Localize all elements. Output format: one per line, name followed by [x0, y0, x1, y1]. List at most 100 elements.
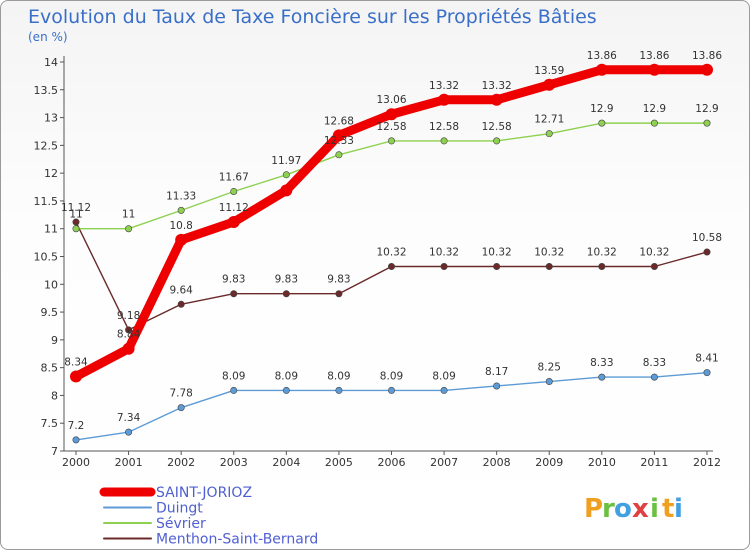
logo-letter: r: [602, 494, 615, 524]
data-point: [648, 63, 661, 76]
data-point: [440, 263, 448, 271]
data-label: 12.33: [324, 135, 354, 147]
data-label: 9.64: [169, 284, 193, 296]
data-point: [230, 386, 238, 394]
data-point: [545, 378, 553, 386]
data-point: [227, 216, 240, 229]
data-label: 10.32: [534, 247, 564, 259]
y-tick-label: 7: [51, 445, 58, 458]
data-point: [703, 248, 711, 256]
series-lines: [70, 63, 713, 444]
data-label: 13.32: [429, 80, 459, 92]
data-point: [595, 63, 608, 76]
data-point: [438, 93, 451, 106]
data-point: [387, 263, 395, 271]
data-label: 12.9: [695, 103, 718, 115]
data-label: 13.86: [692, 50, 722, 62]
legend-label: Sévrier: [156, 516, 206, 532]
data-label: 10.32: [587, 247, 617, 259]
y-tick-label: 9.5: [41, 306, 59, 319]
data-label: 10.32: [482, 247, 512, 259]
data-point: [125, 428, 133, 436]
legend: SAINT-JORIOZDuingtSévrierMenthon-Saint-B…: [99, 485, 318, 548]
data-point: [493, 137, 501, 145]
data-point: [282, 171, 290, 179]
legend-label: Duingt: [156, 501, 203, 517]
data-point: [598, 373, 606, 381]
data-point: [598, 119, 606, 127]
y-tick-label: 8: [51, 389, 58, 402]
data-label: 11.33: [166, 190, 196, 202]
data-label: 11.12: [219, 202, 249, 214]
y-tick-label: 9: [51, 334, 58, 347]
logo-letter: P: [584, 494, 603, 524]
data-point: [543, 78, 556, 91]
data-label: 8.84: [117, 329, 141, 341]
data-point: [70, 370, 82, 383]
data-label: 8.09: [275, 370, 298, 382]
x-tick-label: 2006: [378, 456, 406, 469]
y-tick-label: 7.5: [41, 417, 59, 430]
data-label: 7.2: [68, 420, 85, 432]
data-label: 12.68: [324, 115, 354, 127]
logo-letter: o: [614, 494, 632, 524]
data-label: 7.34: [117, 412, 141, 424]
x-tick-label: 2012: [693, 456, 721, 469]
y-tick-label: 10.5: [34, 251, 59, 264]
data-label: 8.09: [222, 370, 245, 382]
series-line-1: [75, 371, 708, 441]
proxiti-logo: Pr o x i t i: [584, 494, 683, 524]
data-labels: 8.34 8.84 10.8 11.12 12.68 13.06 13.32 13.32 13.…: [61, 50, 722, 432]
data-point: [177, 300, 185, 308]
data-point: [440, 137, 448, 145]
data-label: 12.58: [482, 121, 512, 133]
data-label: 11.67: [219, 171, 249, 183]
data-label: 12.58: [376, 121, 406, 133]
chart-subtitle: (en %): [28, 30, 68, 44]
data-label: 13.59: [534, 65, 564, 77]
data-label: 12.9: [643, 103, 666, 115]
data-point: [387, 386, 395, 394]
logo-letter: i: [674, 494, 683, 524]
data-point: [280, 184, 293, 197]
x-tick-label: 2011: [640, 456, 668, 469]
x-tick-label: 2004: [272, 456, 300, 469]
data-label: 8.34: [64, 357, 88, 369]
y-tick-label: 12.5: [34, 139, 59, 152]
data-point: [177, 206, 185, 214]
data-label: 9.83: [222, 274, 245, 286]
y-tick-label: 14: [44, 56, 58, 69]
data-point: [332, 129, 345, 142]
data-point: [703, 369, 711, 377]
legend-label: SAINT-JORIOZ: [156, 485, 252, 501]
data-label: 8.33: [590, 357, 613, 369]
data-point: [230, 290, 238, 298]
data-point: [122, 342, 135, 355]
data-label: 8.41: [695, 353, 718, 365]
x-tick-label: 2005: [325, 456, 353, 469]
data-label: 10.32: [376, 247, 406, 259]
data-label: 9.18: [117, 310, 140, 322]
chart-title: Evolution du Taux de Taxe Foncière sur l…: [28, 6, 597, 28]
data-point: [72, 225, 80, 233]
data-point: [385, 108, 398, 121]
series-line-3: [75, 221, 708, 331]
x-tick-label: 2010: [588, 456, 616, 469]
data-point: [545, 263, 553, 271]
data-point: [598, 263, 606, 271]
data-point: [650, 263, 658, 271]
data-label: 8.17: [485, 366, 508, 378]
y-tick-label: 12: [44, 167, 58, 180]
data-label: 12.58: [429, 121, 459, 133]
data-label: 8.25: [538, 362, 561, 374]
y-tick-label: 13: [44, 112, 58, 125]
y-tick-label: 11.5: [34, 195, 59, 208]
data-point: [703, 119, 711, 127]
data-label: 10.32: [639, 247, 669, 259]
logo-letter: x: [632, 494, 649, 524]
data-point: [335, 290, 343, 298]
y-tick-label: 13.5: [34, 84, 59, 97]
data-label: 13.06: [376, 94, 406, 106]
